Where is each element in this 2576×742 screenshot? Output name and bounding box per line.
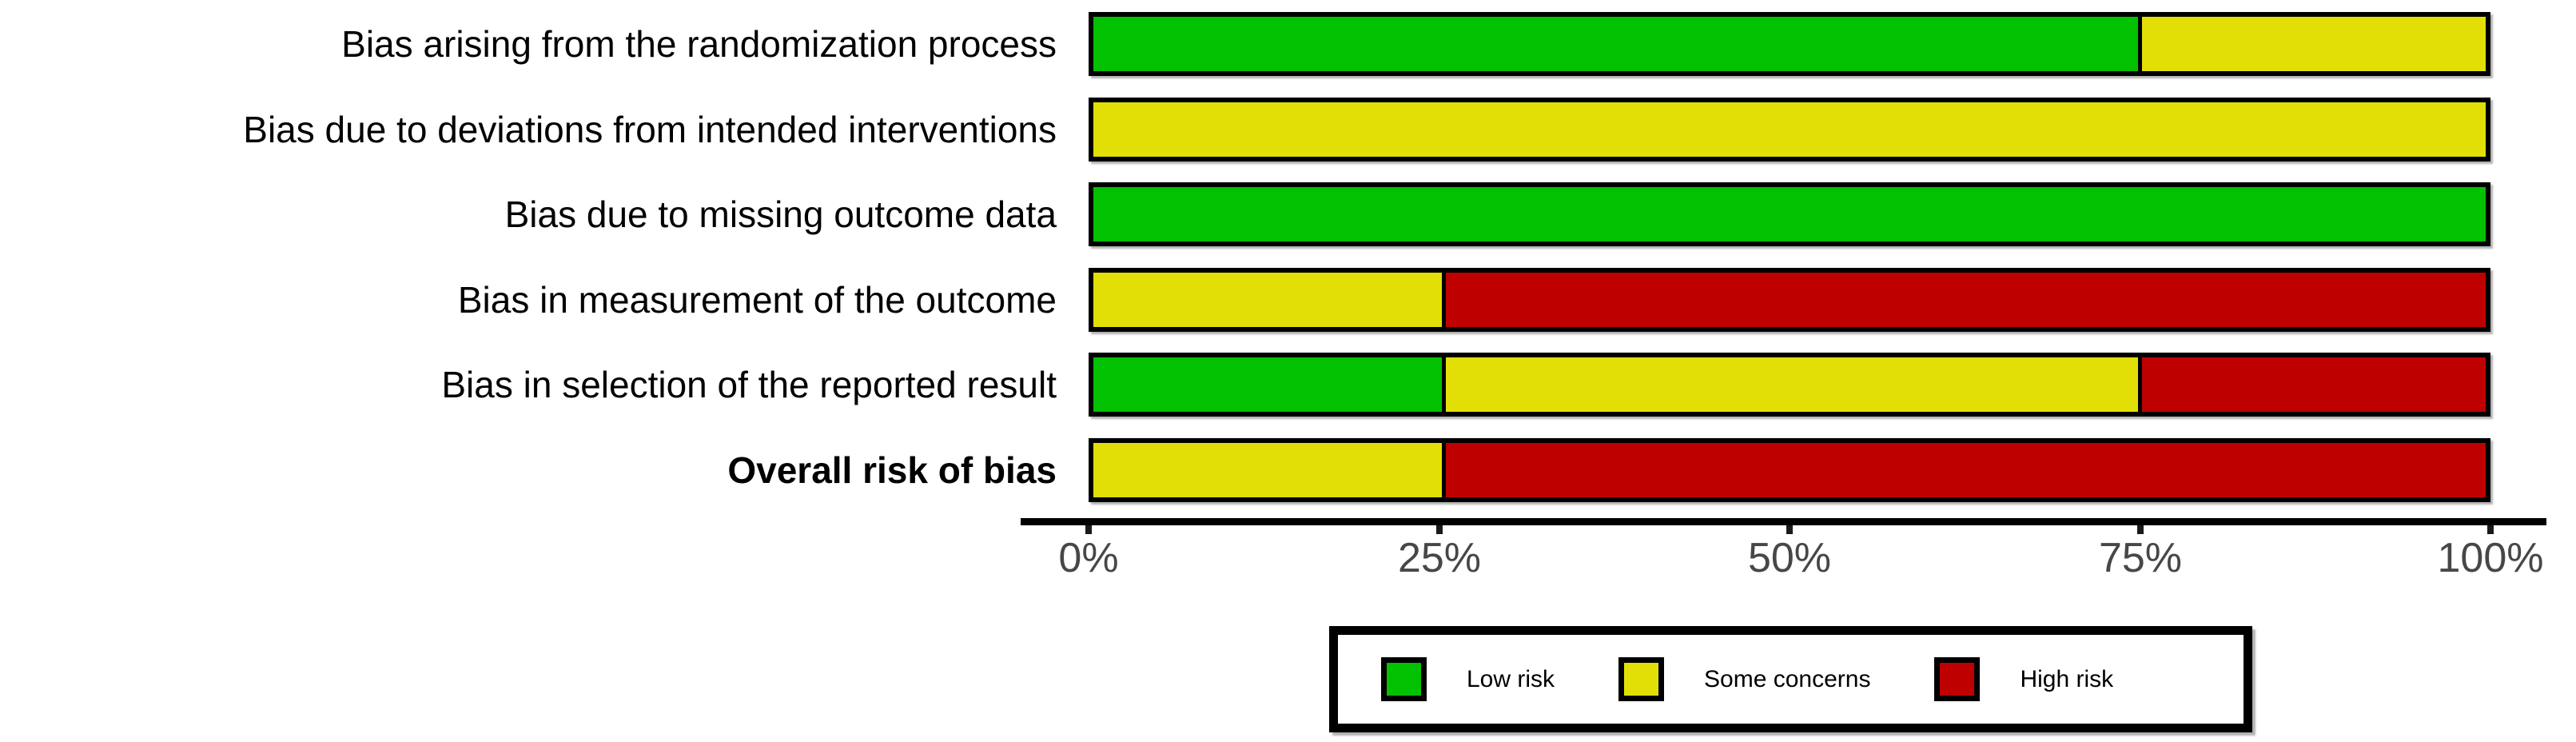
bar-segment-concerns-risk xyxy=(1093,273,1442,327)
row-label: Bias in measurement of the outcome xyxy=(457,279,1057,321)
row-label: Bias arising from the randomization proc… xyxy=(341,23,1057,65)
legend-swatch-low-risk xyxy=(1381,657,1427,701)
legend-label: High risk xyxy=(2020,665,2114,692)
bar-segment-high-risk xyxy=(1441,273,2486,327)
stacked-bar-row xyxy=(1089,98,2490,162)
legend-label: Some concerns xyxy=(1704,665,1871,692)
bar-segment-high-risk xyxy=(1441,443,2486,497)
legend-label: Low risk xyxy=(1467,665,1555,692)
x-axis-tick-mark xyxy=(2137,525,2144,534)
legend-items: Low risk Some concerns High risk xyxy=(1381,657,2177,701)
x-axis-tick-label: 25% xyxy=(1397,535,1482,581)
x-axis-tick-mark xyxy=(2487,525,2494,534)
legend-item-high-risk: High risk xyxy=(1934,657,2113,701)
legend-item-low-risk: Low risk xyxy=(1381,657,1555,701)
x-axis-tick-label: 100% xyxy=(2437,535,2544,581)
legend: Low risk Some concerns High risk xyxy=(1329,626,2252,732)
bar-segment-concerns-risk xyxy=(2137,17,2486,71)
bar-segment-concerns-risk xyxy=(1441,357,2138,412)
x-axis-tick-mark xyxy=(1085,525,1092,534)
x-axis-tick-mark xyxy=(1436,525,1443,534)
x-axis-tick-label: 50% xyxy=(1747,535,1832,581)
legend-item-concerns-risk: Some concerns xyxy=(1618,657,1870,701)
bar-segment-concerns-risk xyxy=(1093,443,1442,497)
stacked-bar-row xyxy=(1089,268,2490,332)
bar-segment-low-risk xyxy=(1093,357,1442,412)
stacked-bar-row xyxy=(1089,182,2490,246)
row-label: Bias in selection of the reported result xyxy=(441,364,1057,405)
bar-segment-high-risk xyxy=(2137,357,2486,412)
legend-swatch-concerns-risk xyxy=(1618,657,1665,701)
bar-segment-low-risk xyxy=(1093,17,2138,71)
legend-swatch-high-risk xyxy=(1934,657,1981,701)
row-label: Bias due to deviations from intended int… xyxy=(243,109,1057,150)
row-label: Bias due to missing outcome data xyxy=(504,193,1057,235)
x-axis-line xyxy=(1021,518,2546,525)
bar-segment-low-risk xyxy=(1093,187,2486,241)
x-axis-tick-label: 0% xyxy=(1058,535,1119,581)
row-label: Overall risk of bias xyxy=(727,449,1057,491)
x-axis-tick-label: 75% xyxy=(2098,535,2183,581)
bar-segment-concerns-risk xyxy=(1093,102,2486,157)
stacked-bar-row xyxy=(1089,353,2490,417)
stacked-bar-row xyxy=(1089,12,2490,76)
x-axis-tick-mark xyxy=(1786,525,1793,534)
stacked-bar-row xyxy=(1089,438,2490,502)
